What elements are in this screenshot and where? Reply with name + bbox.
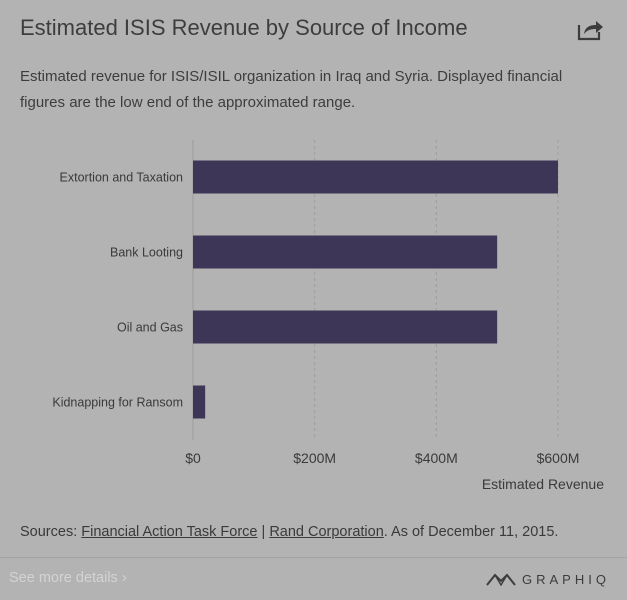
tick-label: $0 <box>185 450 201 466</box>
tick-labels: $0 $200M $400M $600M <box>185 450 579 466</box>
category-label: Extortion and Taxation <box>60 171 184 185</box>
brand[interactable]: GRAPHIQ <box>486 570 610 588</box>
sources-prefix: Sources: <box>20 524 82 540</box>
tick-label: $400M <box>415 450 458 466</box>
bar[interactable] <box>193 310 498 344</box>
graphiq-logo-icon <box>486 573 516 586</box>
bar[interactable] <box>193 235 498 269</box>
chart-subtitle: Estimated revenue for ISIS/ISIL organiza… <box>20 68 563 111</box>
brand-name: GRAPHIQ <box>522 571 610 587</box>
category-labels: Extortion and Taxation Bank Looting Oil an… <box>52 171 183 410</box>
category-label: Kidnapping for Ransom <box>52 396 183 410</box>
tick-label: $600M <box>537 450 580 466</box>
source-link-fatf[interactable]: Financial Action Task Force <box>81 524 258 540</box>
chart-title: Estimated ISIS Revenue by Source of Inco… <box>20 15 468 40</box>
footer-divider <box>0 557 627 558</box>
sources: Sources: Financial Action Task Force | R… <box>20 524 558 540</box>
x-axis-label: Estimated Revenue <box>482 476 604 492</box>
tick-label: $200M <box>293 450 336 466</box>
see-more-link[interactable]: See more details › <box>9 570 127 586</box>
category-label: Oil and Gas <box>117 321 183 335</box>
category-label: Bank Looting <box>110 246 183 260</box>
source-link-rand[interactable]: Rand Corporation <box>269 524 384 540</box>
sources-separator: | <box>257 524 270 540</box>
bar-chart: Extortion and Taxation Bank Looting Oil an… <box>52 140 604 492</box>
bar[interactable] <box>193 385 206 419</box>
bars <box>193 160 558 419</box>
sources-suffix: . As of December 11, 2015. <box>383 524 559 540</box>
bar[interactable] <box>193 160 558 194</box>
share-icon[interactable] <box>577 17 605 41</box>
